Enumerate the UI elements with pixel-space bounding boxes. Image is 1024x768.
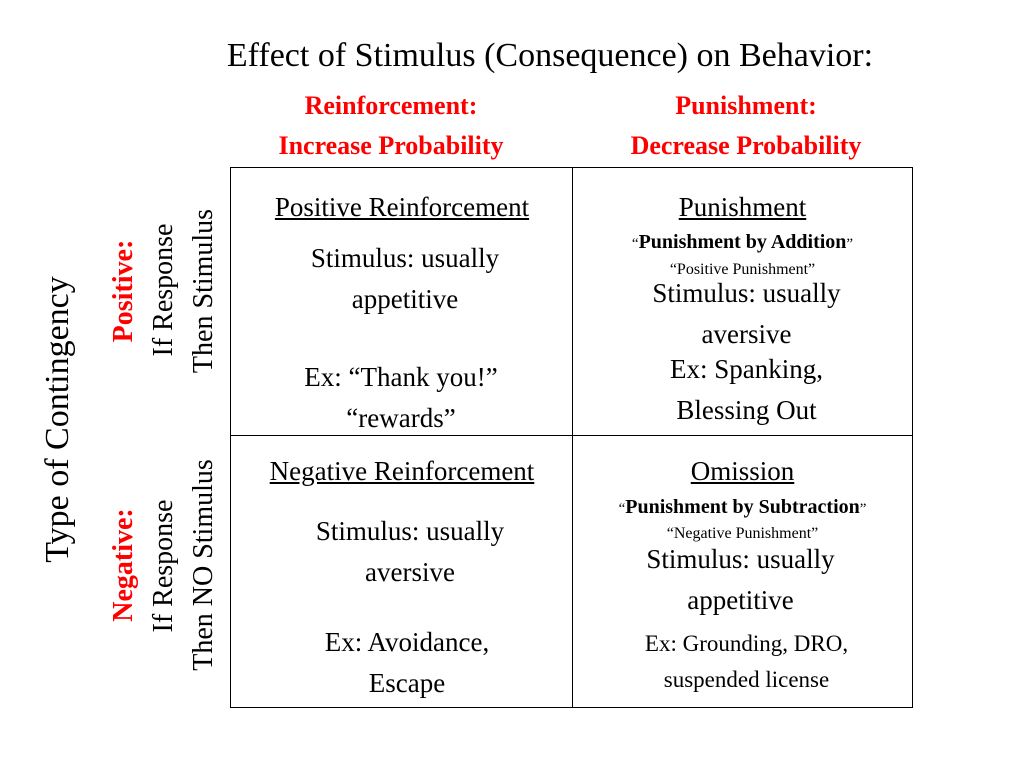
cell-title-negative-reinforcement: Negative Reinforcement: [269, 456, 535, 486]
alt-name-punishment-by-subtraction: Punishment by Subtraction: [625, 496, 860, 518]
cell-altname-punishment: “Punishment by Addition”: [631, 231, 854, 253]
row-label-negative: Negative:: [108, 508, 139, 622]
cell-example-omission: Ex: Grounding, DRO, suspended license: [576, 626, 917, 698]
row-positive-line2: Then Stimulus: [188, 208, 219, 374]
example-line1: Ex: “Thank you!”: [304, 362, 498, 392]
cell-stimulus-positive-reinforcement: Stimulus: usually appetitive: [232, 238, 578, 320]
grid-divider-vertical: [572, 167, 573, 708]
row-positive-line1: If Response: [148, 223, 179, 357]
page-title: Effect of Stimulus (Consequence) on Beha…: [226, 37, 874, 74]
example-line1: Ex: Spanking,: [670, 354, 823, 384]
cell-stimulus-negative-reinforcement: Stimulus: usually aversive: [237, 511, 583, 593]
stimulus-line2: aversive: [365, 557, 455, 587]
contingency-grid: [230, 167, 913, 708]
cell-altname2-punishment: “Positive Punishment”: [669, 261, 816, 278]
column-header-reinforcement-line2: Increase Probability: [278, 131, 504, 160]
cell-stimulus-punishment: Stimulus: usually aversive: [576, 273, 917, 355]
cell-positive-reinforcement: Positive Reinforcement: [232, 190, 572, 224]
example-line2: suspended license: [663, 667, 830, 692]
stimulus-line2: appetitive: [351, 284, 459, 314]
example-line1: Ex: Avoidance,: [324, 627, 490, 657]
cell-altname-omission: “Punishment by Subtraction”: [618, 496, 867, 518]
cell-omission: Omission: [572, 454, 913, 488]
stimulus-line2: aversive: [701, 319, 792, 349]
example-line2: “rewards”: [346, 403, 456, 433]
cell-title-punishment: Punishment: [678, 192, 807, 222]
cell-example-negative-reinforcement: Ex: Avoidance, Escape: [234, 622, 580, 704]
example-line2: Blessing Out: [676, 395, 817, 425]
cell-negative-reinforcement: Negative Reinforcement: [232, 454, 572, 488]
alt-name-punishment-by-addition: Punishment by Addition: [638, 231, 847, 253]
cell-example-punishment: Ex: Spanking, Blessing Out: [576, 349, 917, 431]
column-header-punishment-line2: Decrease Probability: [630, 131, 862, 160]
row-negative-line1: If Response: [148, 499, 179, 633]
cell-title-omission: Omission: [690, 456, 795, 486]
stimulus-line1: Stimulus: usually: [315, 516, 505, 546]
example-line2: Escape: [368, 668, 446, 698]
column-header-reinforcement: Reinforcement: Increase Probability: [226, 86, 556, 166]
example-line1: Ex: Grounding, DRO,: [644, 631, 849, 656]
cell-punishment: Punishment: [572, 190, 913, 224]
row-label-positive: Positive:: [108, 239, 139, 343]
cell-title-positive-reinforcement: Positive Reinforcement: [274, 192, 530, 222]
column-header-punishment-line1: Punishment:: [675, 91, 817, 120]
stimulus-line1: Stimulus: usually: [310, 243, 500, 273]
cell-altname2-omission: “Negative Punishment”: [666, 525, 819, 542]
column-header-reinforcement-line1: Reinforcement:: [304, 91, 478, 120]
stimulus-line1: Stimulus: usually: [646, 544, 835, 574]
stimulus-line1: Stimulus: usually: [652, 278, 841, 308]
cell-example-positive-reinforcement: Ex: “Thank you!” “rewards”: [228, 357, 574, 439]
grid-divider-horizontal: [230, 435, 913, 436]
row-axis-label: Type of Contingency: [39, 276, 76, 563]
stimulus-line2: appetitive: [687, 585, 794, 615]
cell-stimulus-omission: Stimulus: usually appetitive: [570, 539, 911, 621]
row-negative-line2: Then NO Stimulus: [188, 459, 219, 671]
column-header-punishment: Punishment: Decrease Probability: [578, 86, 914, 166]
